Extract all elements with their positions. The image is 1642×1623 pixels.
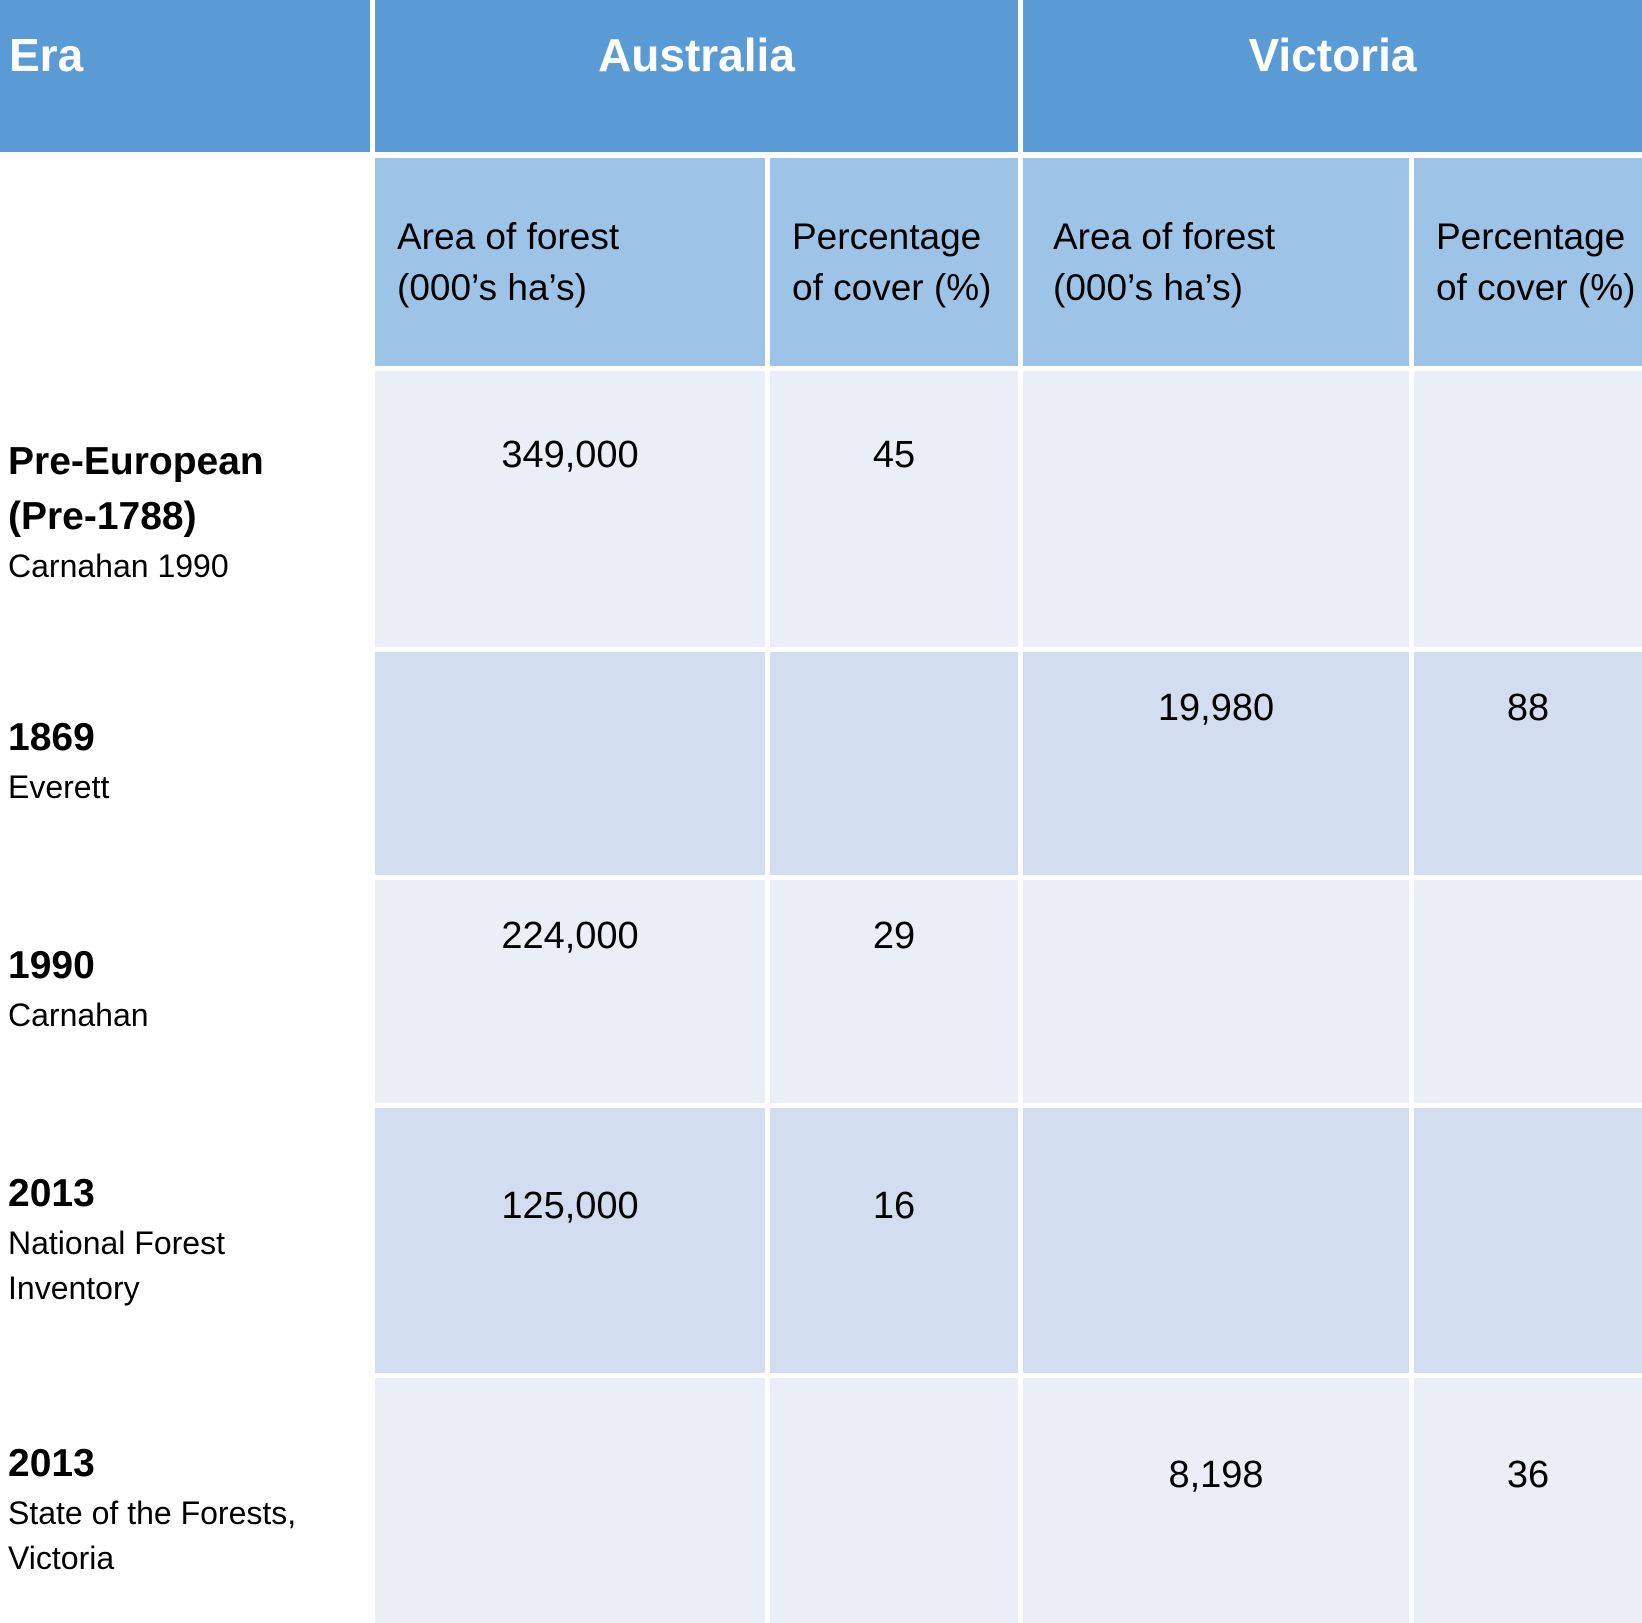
era-cell: 1869 Everett [0,710,360,810]
era-cell: 2013 National Forest Inventory [0,1166,360,1311]
era-source: State of the Forests, Victoria [8,1495,297,1576]
subheader-victoria-percentage: Percentage of cover (%) [1414,158,1642,366]
header-era-label: Era [9,29,84,81]
era-source: National Forest Inventory [8,1225,225,1306]
cell-value: 16 [872,1185,916,1227]
era-source: Everett [8,769,110,805]
cell-victoria-area [1023,880,1409,1103]
cell-victoria-area: 19,980 [1023,652,1409,875]
cell-australia-percentage [770,652,1018,875]
cell-australia-area [375,1378,765,1623]
cell-victoria-area: 8,198 [1023,1378,1409,1623]
cell-australia-area: 224,000 [375,880,765,1103]
era-cell: 1990 Carnahan [0,938,360,1038]
cell-australia-percentage: 45 [770,371,1018,647]
era-label: Pre-European (Pre-1788) [8,440,264,538]
cell-victoria-area [1023,371,1409,647]
cell-value: 29 [872,915,916,957]
subheader-australia-percentage: Percentage of cover (%) [770,158,1018,366]
cell-australia-area: 349,000 [375,371,765,647]
cell-value: 36 [1506,1454,1550,1496]
cell-value: 224,000 [501,915,639,957]
cell-value: 19,980 [1157,687,1275,729]
header-australia-label: Australia [598,29,795,81]
header-australia: Australia [375,0,1018,152]
header-victoria-label: Victoria [1248,29,1417,81]
header-victoria: Victoria [1023,0,1642,152]
cell-value: 125,000 [501,1185,639,1227]
cell-victoria-area [1023,1108,1409,1373]
era-source: Carnahan 1990 [8,548,229,584]
cell-value: 349,000 [501,434,639,476]
cell-australia-area [375,652,765,875]
cell-victoria-percentage: 36 [1414,1378,1642,1623]
era-source: Carnahan [8,997,149,1033]
cell-value: 88 [1506,687,1550,729]
era-label: 2013 [8,1172,95,1215]
cell-australia-percentage: 29 [770,880,1018,1103]
era-label: 2013 [8,1442,95,1485]
subheader-victoria-area: Area of forest (000’s ha’s) [1023,158,1409,366]
cell-victoria-percentage [1414,880,1642,1103]
era-label: 1869 [8,716,95,759]
cell-victoria-percentage: 88 [1414,652,1642,875]
cell-victoria-percentage [1414,1108,1642,1373]
era-cell: 2013 State of the Forests, Victoria [0,1436,360,1581]
era-cell: Pre-European (Pre-1788) Carnahan 1990 [0,434,360,589]
cell-australia-area: 125,000 [375,1108,765,1373]
subheader-australia-area: Area of forest (000’s ha’s) [375,158,765,366]
header-era: Era [0,0,370,152]
cell-australia-percentage [770,1378,1018,1623]
era-label: 1990 [8,944,95,987]
cell-value: 8,198 [1168,1454,1264,1496]
cell-victoria-percentage [1414,371,1642,647]
cell-value: 45 [872,434,916,476]
cell-australia-percentage: 16 [770,1108,1018,1373]
